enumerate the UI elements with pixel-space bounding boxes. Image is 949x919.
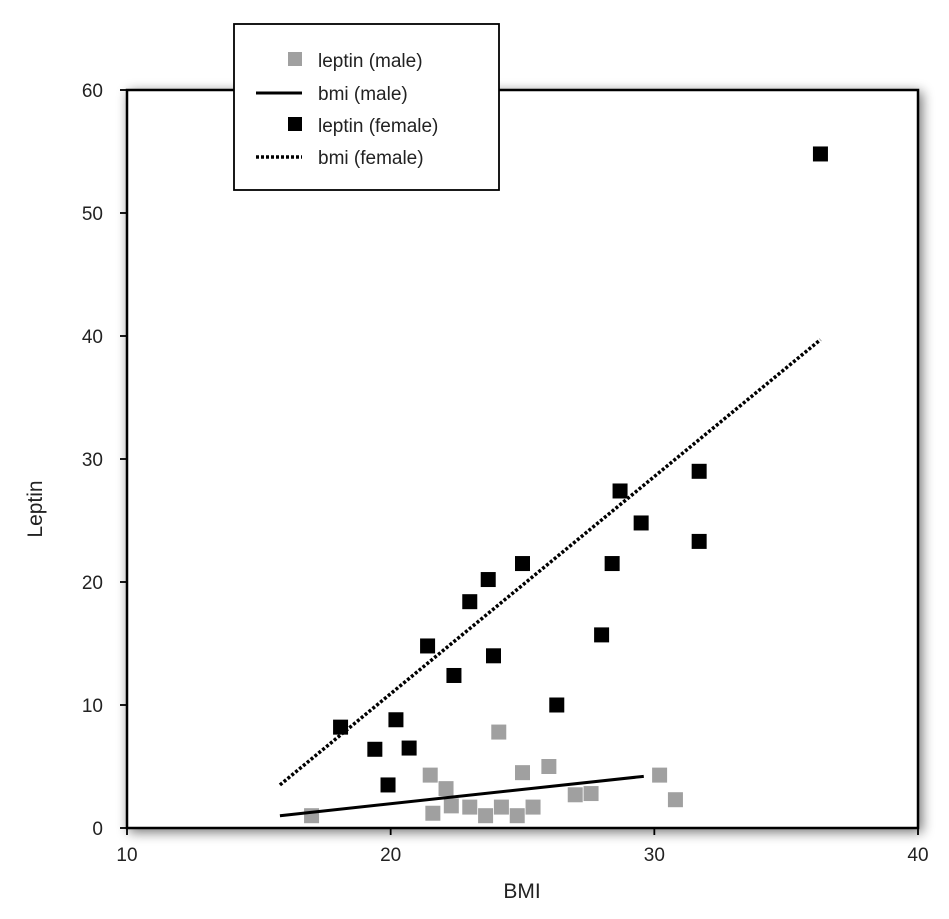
legend-label-male-bmi: bmi (male) — [318, 84, 408, 105]
legend-label-female-bmi: bmi (female) — [318, 148, 424, 169]
y-tick-label: 60 — [82, 81, 103, 102]
y-tick-label: 50 — [82, 204, 103, 225]
y-tick-label: 30 — [82, 450, 103, 471]
y-tick-label: 0 — [92, 819, 103, 840]
leptin-male-point — [515, 765, 530, 781]
leptin-female-point — [549, 697, 565, 713]
leptin-male-point — [509, 808, 525, 824]
leptin-female-point — [420, 638, 436, 654]
leptin-male-point — [478, 808, 494, 824]
leptin-female-point — [691, 533, 707, 549]
legend: leptin (male) bmi (male) leptin (female)… — [233, 23, 500, 191]
leptin-female-point — [480, 572, 496, 588]
leptin-male-point — [652, 767, 668, 783]
x-tick-label: 20 — [380, 845, 401, 866]
leptin-male-point — [583, 786, 599, 802]
y-tick-label: 10 — [82, 696, 103, 717]
x-tick-label: 10 — [116, 845, 137, 866]
leptin-female-point — [812, 146, 828, 162]
leptin-male-point — [425, 805, 441, 821]
leptin-female-point — [633, 515, 649, 531]
bmi-male-trend-line — [279, 774, 644, 818]
leptin-female-point — [612, 483, 628, 499]
leptin-female-point — [446, 667, 462, 683]
leptin-male-point — [443, 798, 459, 814]
legend-label-male-leptin: leptin (male) — [318, 51, 423, 72]
legend-box — [233, 23, 500, 191]
leptin-female-point — [333, 719, 349, 735]
leptin-female-point — [380, 777, 396, 793]
leptin-female-point — [367, 741, 383, 757]
leptin-male-point — [491, 724, 507, 740]
y-tick-label: 40 — [82, 327, 103, 348]
legend-male-leptin-swatch — [288, 52, 302, 66]
leptin-male-point — [493, 799, 509, 815]
leptin-female-point — [485, 648, 501, 664]
y-axis-label: Leptin — [24, 480, 47, 537]
leptin-male-point — [422, 767, 438, 783]
leptin-male-point — [462, 799, 478, 815]
leptin-female-point — [594, 627, 610, 643]
leptin-female-point — [388, 712, 404, 728]
legend-label-female-leptin: leptin (female) — [318, 116, 438, 137]
leptin-male-point — [541, 759, 557, 774]
leptin-male-point — [438, 781, 454, 797]
x-tick-label: 30 — [644, 845, 665, 866]
bmi-female-trend-line — [278, 338, 822, 787]
leptin-female-point — [691, 463, 707, 479]
y-tick-label: 20 — [82, 573, 103, 594]
data-series — [278, 146, 828, 824]
leptin-female-point — [604, 556, 620, 572]
plot-area — [125, 88, 920, 830]
axis-ticks: 10 20 30 40 0 10 20 30 40 50 60 — [82, 81, 929, 866]
leptin-male-point — [667, 792, 683, 808]
leptin-male-point — [567, 787, 583, 803]
legend-female-leptin-swatch — [288, 117, 302, 131]
x-tick-label: 40 — [907, 845, 928, 866]
leptin-female-point — [462, 594, 478, 610]
x-axis-label: BMI — [503, 880, 540, 903]
leptin-male-point — [525, 799, 541, 815]
leptin-female-point — [515, 556, 530, 572]
leptin-female-point — [401, 740, 417, 756]
